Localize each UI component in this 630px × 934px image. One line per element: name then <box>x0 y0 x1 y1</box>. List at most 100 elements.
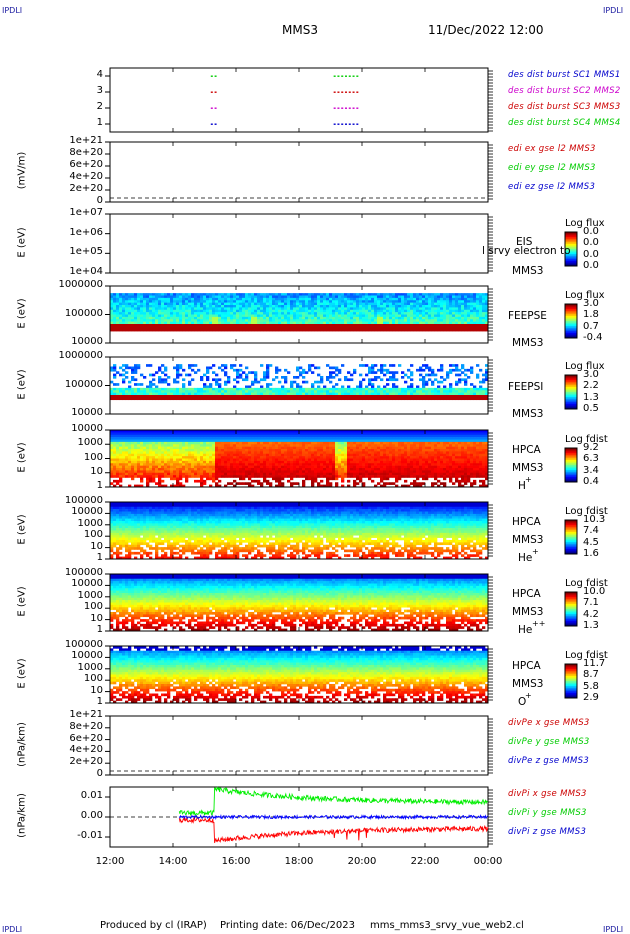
panel-edi-ytick-label: 1e+21 <box>69 135 103 146</box>
panel-hpca-he-ytick-label: 100 <box>83 529 103 541</box>
panel-divpe-right-ticks <box>109 716 493 775</box>
datetime-title: 11/Dec/2022 12:00 <box>428 23 544 37</box>
panel-eis-right-ticks <box>109 214 493 273</box>
panel-feepsi-colorbar-tick-2: 1.3 <box>583 391 599 403</box>
panel-feepse-ytick-label: 100000 <box>64 307 103 319</box>
panel-divpi-ytick-label: 0.00 <box>80 810 103 821</box>
footer-printing: Printing date: 06/Dec/2023 <box>220 920 356 931</box>
panel-feepsi-spectrogram <box>110 364 489 401</box>
panel-hpca-he-instrument: HPCA <box>512 516 541 528</box>
panel-hpca-hepp-ytick-label: 100 <box>83 601 103 613</box>
panel-hpca-hepp-colorbar-tick-2: 4.2 <box>583 608 599 620</box>
panel-divpe-legend-1: divPe y gse MMS3 <box>508 737 590 747</box>
panel-edi-ytick-label: 0 <box>96 195 103 206</box>
panel-eis-colorbar <box>564 231 578 267</box>
panel-eis-colorbar-title: Log flux <box>565 218 605 229</box>
panel-hpca-h-right-ticks <box>109 430 493 487</box>
panel-burst-burst-mark-5 <box>333 91 359 93</box>
panel-hpca-h-spacecraft: MMS3 <box>512 462 544 474</box>
spacecraft-title: MMS3 <box>282 23 318 37</box>
panel-hpca-h-colorbar-tick-2: 3.4 <box>583 464 599 476</box>
footer-file: mms_mms3_srvy_vue_web2.cl <box>370 920 524 931</box>
panel-divpe-ytick-label: 4e+20 <box>69 744 103 756</box>
panel-edi-ytick-label: 6e+20 <box>69 159 103 170</box>
panel-hpca-o-ytick-label: 10000 <box>71 650 103 662</box>
panel-hpca-h-instrument: HPCA <box>512 444 541 456</box>
panel-divpe-ylabel: (nPa/km) <box>16 721 28 767</box>
panel-hpca-he-colorbar-tick-1: 7.4 <box>583 525 599 537</box>
panel-hpca-h-colorbar <box>564 447 578 483</box>
panel-eis-colorbar-tick-3: 0.0 <box>583 260 599 271</box>
panel-hpca-h-ytick-label: 10000 <box>71 423 103 434</box>
panel-hpca-hepp-charge: ++ <box>532 619 546 628</box>
panel-feepsi-colorbar-tick-3: 0.5 <box>583 403 599 414</box>
panel-hpca-he-colorbar-tick-0: 10.3 <box>583 514 606 525</box>
panel-hpca-o-ytick-label: 100000 <box>64 639 103 650</box>
panel-hpca-o-ytick-label: 10 <box>90 684 103 696</box>
panel-hpca-hepp-ytick-label: 100000 <box>64 567 103 578</box>
panel-feepse-colorbar-tick-0: 3.0 <box>583 298 599 309</box>
panel-feepsi-colorbar <box>564 374 578 410</box>
panel-hpca-hepp-ytick-label: 10 <box>90 612 103 624</box>
xaxis-tick-label-3: 18:00 <box>284 856 314 867</box>
panel-burst-burst-mark-6 <box>333 107 359 109</box>
panel-divpe-ytick-label: 2e+20 <box>69 756 103 768</box>
xaxis-tick-label-2: 16:00 <box>221 856 251 867</box>
panel-hpca-o-colorbar-tick-1: 8.7 <box>583 669 599 681</box>
panel-hpca-o-species: O <box>518 696 527 708</box>
panel-hpca-o-charge: + <box>525 691 532 700</box>
panel-eis-ytick-label: 1e+05 <box>69 246 103 258</box>
panel-hpca-o-ytick-label: 100 <box>83 673 103 685</box>
panel-edi-ytick-label: 4e+20 <box>69 171 103 182</box>
panel-edi-legend-2: edi ez gse l2 MMS3 <box>508 182 596 192</box>
panel-hpca-he-ytick-label: 1 <box>96 552 103 563</box>
panel-divpi-series-z <box>178 813 489 821</box>
panel-hpca-hepp-ytick-label: 1 <box>96 624 103 635</box>
panel-eis-colorbar-tick-2: 0.0 <box>583 248 599 260</box>
panel-hpca-o-ytick-label: 1 <box>96 696 103 707</box>
panel-hpca-o-spacecraft: MMS3 <box>512 678 544 690</box>
panel-feepse-spectrogram <box>110 293 489 332</box>
panel-divpi-ytick-label: -0.01 <box>77 830 103 841</box>
panel-edi-ytick-label: 8e+20 <box>69 147 103 158</box>
panel-feepsi-colorbar-tick-0: 3.0 <box>583 369 599 380</box>
panel-feepse-ylabel: E (eV) <box>16 297 28 329</box>
panel-feepsi-ytick-label: 10000 <box>71 407 103 418</box>
panel-hpca-o-colorbar-tick-2: 5.8 <box>583 680 599 692</box>
panel-divpe-ytick-label: 6e+20 <box>69 732 103 744</box>
panel-hpca-h-colorbar-title: Log fdist <box>565 434 608 445</box>
panel-hpca-he-colorbar-tick-2: 4.5 <box>583 536 599 548</box>
panel-eis-ytick-label: 1e+04 <box>69 266 103 277</box>
panel-hpca-h-charge: + <box>525 475 532 484</box>
panel-hpca-he-colorbar-tick-3: 1.6 <box>583 548 599 559</box>
panel-burst-ytick-label: 3 <box>96 85 103 96</box>
panel-burst-burst-mark-4 <box>333 75 359 77</box>
panel-feepse-ytick-label: 10000 <box>71 336 103 347</box>
panel-hpca-h-colorbar-tick-3: 0.4 <box>583 476 599 487</box>
panel-eis-ylabel: E (eV) <box>16 226 28 258</box>
panel-burst-burst-mark-1 <box>210 91 217 93</box>
panel-burst-burst-mark-3 <box>210 123 217 125</box>
panel-feepse-colorbar-title: Log flux <box>565 290 605 301</box>
panel-hpca-hepp-ylabel: E (eV) <box>16 585 28 617</box>
panel-edi-legend-0: edi ex gse l2 MMS3 <box>508 144 596 154</box>
panel-feepse-right-ticks <box>109 286 493 343</box>
panel-feepse-colorbar <box>564 303 578 339</box>
panel-burst-legend-0: des dist burst SC1 MMS1 <box>508 70 621 80</box>
panel-burst-ytick-label: 2 <box>96 101 103 112</box>
panel-burst-burst-mark-7 <box>333 123 359 125</box>
panel-burst-right-ticks <box>109 68 493 132</box>
panel-edi-frame <box>109 141 489 203</box>
panel-hpca-h-species: H <box>518 480 526 492</box>
panel-hpca-o-colorbar-tick-3: 2.9 <box>583 692 599 703</box>
panel-feepsi-ylabel: E (eV) <box>16 368 28 400</box>
panel-feepse-colorbar-tick-1: 1.8 <box>583 309 599 321</box>
panel-divpe-legend-2: divPe z gse MMS3 <box>508 756 590 766</box>
panel-divpe-frame <box>109 715 489 776</box>
panel-hpca-hepp-colorbar-tick-1: 7.1 <box>583 597 599 609</box>
panel-hpca-h-ylabel: E (eV) <box>16 441 28 473</box>
panel-feepsi-right-ticks <box>109 357 493 414</box>
panel-hpca-h-colorbar-tick-1: 6.3 <box>583 453 599 465</box>
panel-burst-legend-1: des dist burst SC2 MMS2 <box>508 86 621 96</box>
